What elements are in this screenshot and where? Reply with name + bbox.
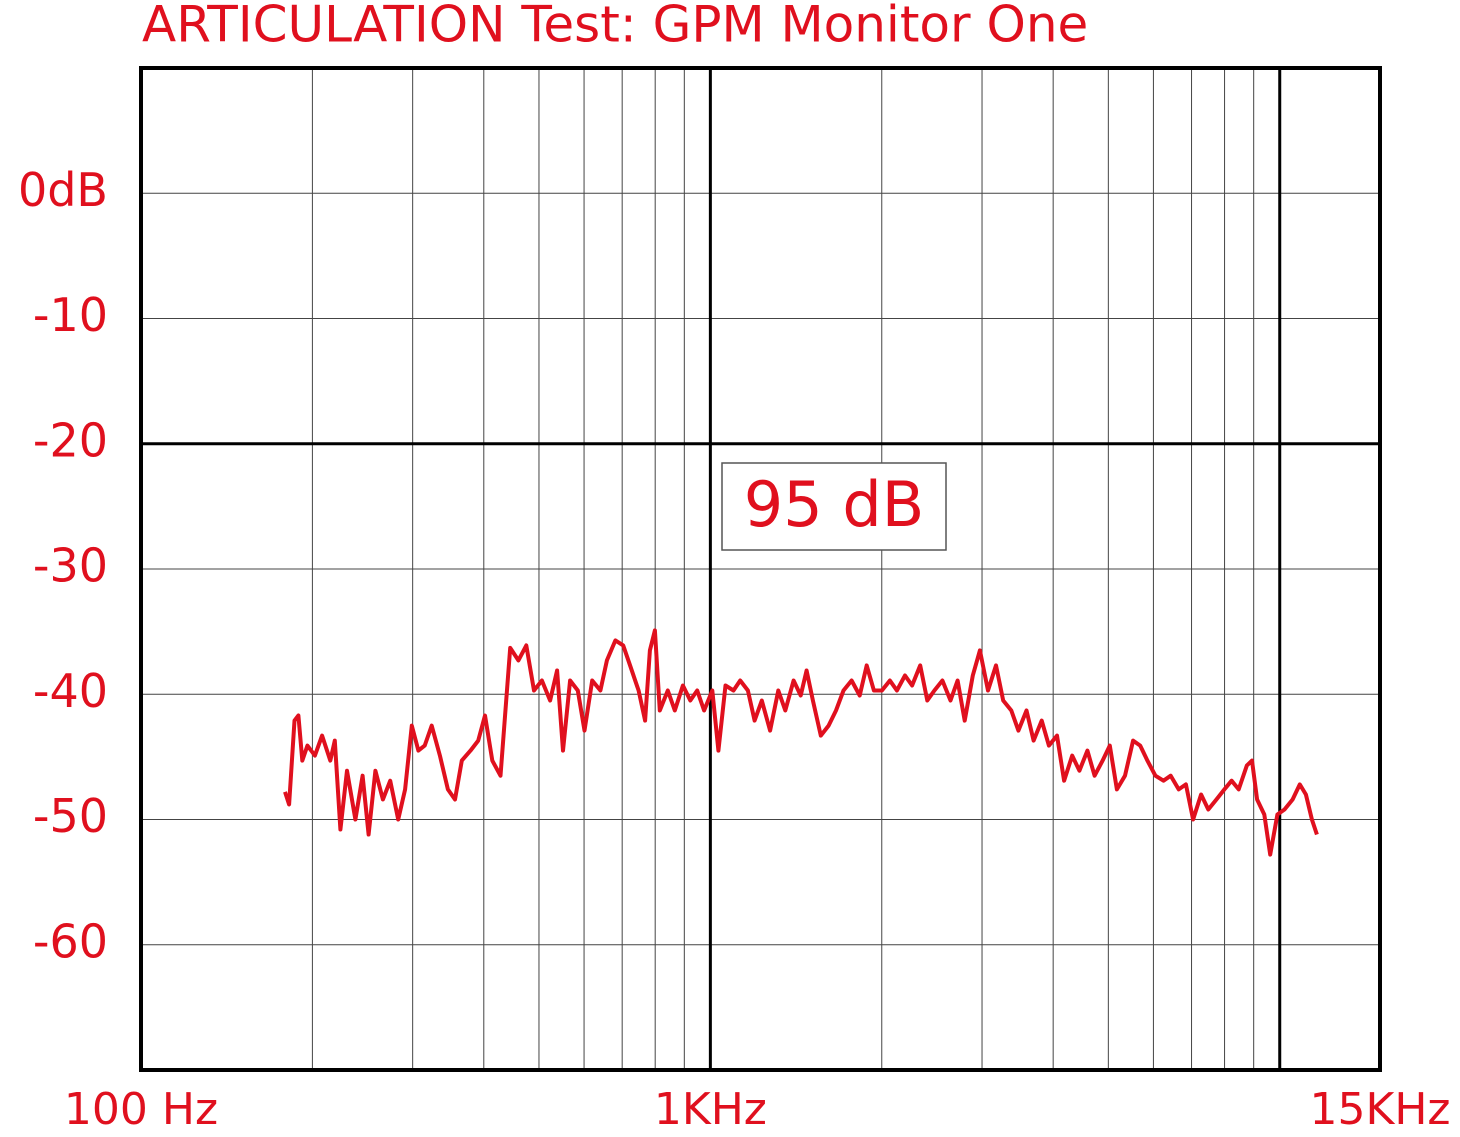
y-tick-label: -10 bbox=[33, 288, 108, 342]
data-line bbox=[283, 628, 1319, 857]
chart-title: ARTICULATION Test: GPM Monitor One bbox=[142, 0, 1088, 54]
annotation: 95 dB bbox=[744, 468, 925, 541]
x-tick-label: 1KHz bbox=[654, 1084, 767, 1135]
y-tick-label: -60 bbox=[33, 914, 108, 968]
y-tick-label: -20 bbox=[33, 413, 108, 467]
y-tick-label: -40 bbox=[33, 664, 108, 718]
y-tick-label: -30 bbox=[33, 539, 108, 593]
annotation-box bbox=[721, 462, 947, 551]
plot-border bbox=[139, 66, 1382, 1072]
x-tick-label: 15KHz bbox=[1309, 1084, 1450, 1135]
y-tick-label: -50 bbox=[33, 789, 108, 843]
y-tick-label: 0dB bbox=[18, 163, 108, 217]
x-tick-label: 100 Hz bbox=[64, 1084, 218, 1135]
